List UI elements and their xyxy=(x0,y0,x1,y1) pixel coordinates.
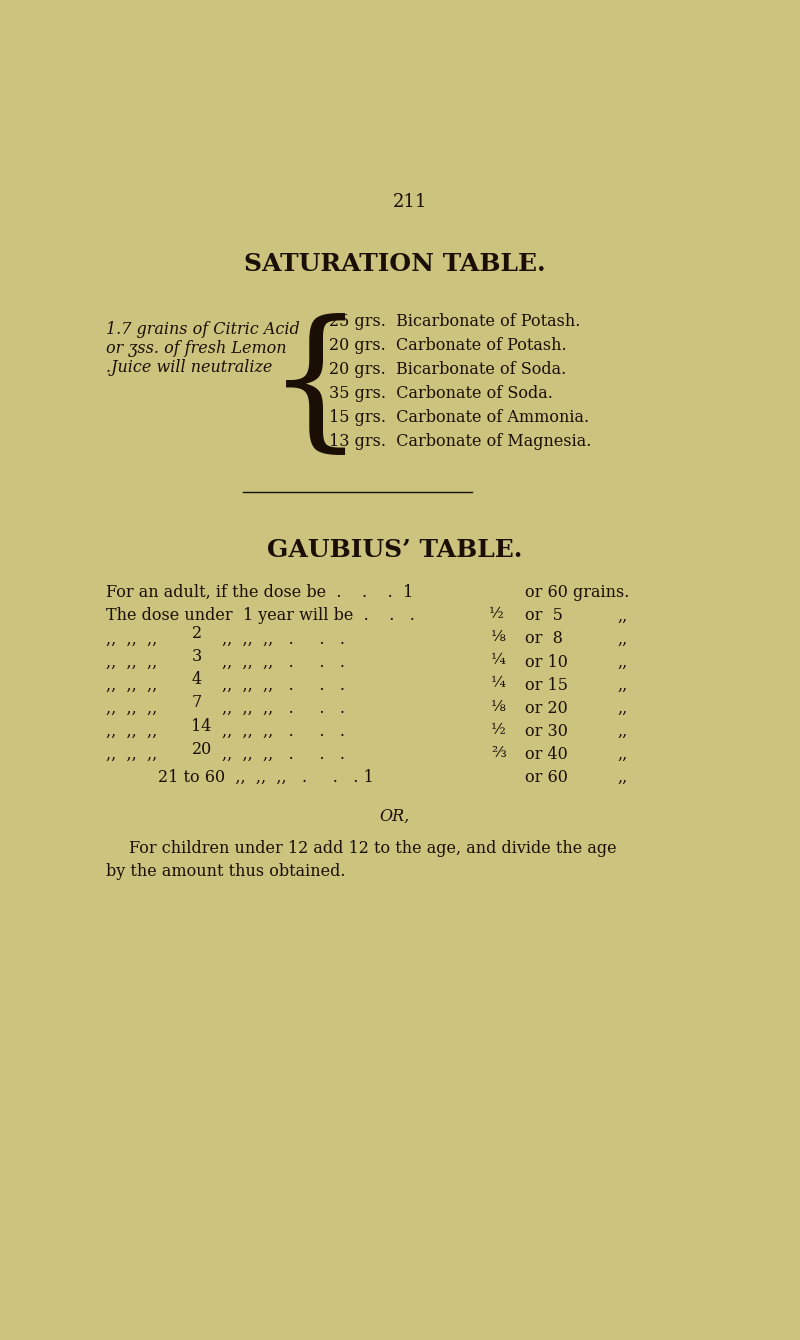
Text: 1.7 grains of Citric Acid: 1.7 grains of Citric Acid xyxy=(106,322,300,338)
Text: {: { xyxy=(267,314,364,462)
Text: 3: 3 xyxy=(191,649,202,665)
Text: ,,  ,,  ,,: ,, ,, ,, xyxy=(106,746,158,762)
Text: 15 grs.  Carbonate of Ammonia.: 15 grs. Carbonate of Ammonia. xyxy=(329,409,589,426)
Text: OR,: OR, xyxy=(379,808,410,824)
Text: ,,  ,,  ,,: ,, ,, ,, xyxy=(106,722,158,740)
Text: ,,: ,, xyxy=(618,607,628,624)
Text: or 20: or 20 xyxy=(525,699,567,717)
Text: or 30: or 30 xyxy=(525,722,567,740)
Text: ,,  ,,  ,,   .     .   .: ,, ,, ,, . . . xyxy=(222,746,346,762)
Text: ½: ½ xyxy=(489,607,504,622)
Text: ,,  ,,  ,,   .     .   .: ,, ,, ,, . . . xyxy=(222,631,346,647)
Text: or 15: or 15 xyxy=(525,677,568,694)
Text: 7: 7 xyxy=(191,694,202,712)
Text: ½: ½ xyxy=(491,722,506,737)
Text: ,,  ,,  ,,: ,, ,, ,, xyxy=(106,699,158,717)
Text: ,,  ,,  ,,   .     .   .: ,, ,, ,, . . . xyxy=(222,677,346,694)
Text: ,,  ,,  ,,: ,, ,, ,, xyxy=(106,677,158,694)
Text: 4: 4 xyxy=(191,671,202,689)
Text: 20 grs.  Carbonate of Potash.: 20 grs. Carbonate of Potash. xyxy=(329,338,566,354)
Text: ,,  ,,  ,,   .     .   .: ,, ,, ,, . . . xyxy=(222,699,346,717)
Text: ⅔: ⅔ xyxy=(491,746,506,760)
Text: 21 to 60  ,,  ,,  ,,   .     .   . 1: 21 to 60 ,, ,, ,, . . . 1 xyxy=(158,769,374,787)
Text: ,,: ,, xyxy=(618,631,628,647)
Text: 35 grs.  Carbonate of Soda.: 35 grs. Carbonate of Soda. xyxy=(329,385,553,402)
Text: or  8: or 8 xyxy=(525,631,562,647)
Text: or ʒss. of fresh Lemon: or ʒss. of fresh Lemon xyxy=(106,340,286,358)
Text: ,,  ,,  ,,: ,, ,, ,, xyxy=(106,631,158,647)
Text: ,,  ,,  ,,   .     .   .: ,, ,, ,, . . . xyxy=(222,654,346,670)
Text: ¼: ¼ xyxy=(491,677,506,690)
Text: ⅛: ⅛ xyxy=(491,699,506,714)
Text: ,,  ,,  ,,: ,, ,, ,, xyxy=(106,654,158,670)
Text: or 60: or 60 xyxy=(525,769,567,787)
Text: or 10: or 10 xyxy=(525,654,567,670)
Text: ,,: ,, xyxy=(618,769,628,787)
Text: ,,: ,, xyxy=(618,654,628,670)
Text: For an adult, if the dose be  .    .    .  1: For an adult, if the dose be . . . 1 xyxy=(106,584,414,602)
Text: .Juice will neutralize: .Juice will neutralize xyxy=(106,359,273,377)
Text: ,,: ,, xyxy=(618,746,628,762)
Text: ,,: ,, xyxy=(618,722,628,740)
Text: 20 grs.  Bicarbonate of Soda.: 20 grs. Bicarbonate of Soda. xyxy=(329,360,566,378)
Text: ⅛: ⅛ xyxy=(491,631,506,645)
Text: or 60 grains.: or 60 grains. xyxy=(525,584,629,602)
Text: by the amount thus obtained.: by the amount thus obtained. xyxy=(106,863,346,880)
Text: 20: 20 xyxy=(191,741,212,757)
Text: or 40: or 40 xyxy=(525,746,567,762)
Text: 211: 211 xyxy=(393,193,427,212)
Text: 14: 14 xyxy=(191,717,212,734)
Text: ,,: ,, xyxy=(618,677,628,694)
Text: 2: 2 xyxy=(191,624,202,642)
Text: ,,: ,, xyxy=(618,699,628,717)
Text: 25 grs.  Bicarbonate of Potash.: 25 grs. Bicarbonate of Potash. xyxy=(329,314,580,330)
Text: For children under 12 add 12 to the age, and divide the age: For children under 12 add 12 to the age,… xyxy=(130,840,617,858)
Text: The dose under  1 year will be  .    .   .: The dose under 1 year will be . . . xyxy=(106,607,415,624)
Text: ¼: ¼ xyxy=(491,654,506,667)
Text: ,,  ,,  ,,   .     .   .: ,, ,, ,, . . . xyxy=(222,722,346,740)
Text: 13 grs.  Carbonate of Magnesia.: 13 grs. Carbonate of Magnesia. xyxy=(329,433,591,450)
Text: SATURATION TABLE.: SATURATION TABLE. xyxy=(244,252,546,276)
Text: GAUBIUS’ TABLE.: GAUBIUS’ TABLE. xyxy=(267,539,522,561)
Text: or  5: or 5 xyxy=(525,607,562,624)
